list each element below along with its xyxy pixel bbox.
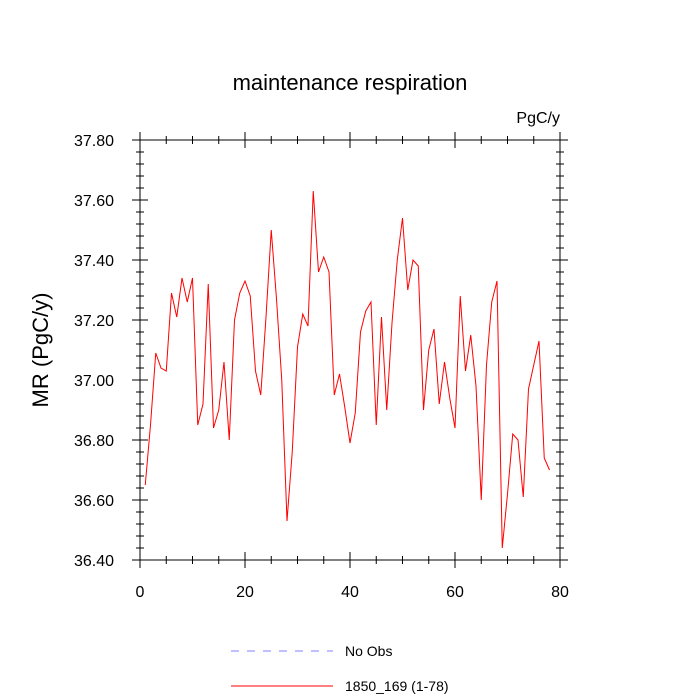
y-tick-label: 36.80 <box>74 433 114 450</box>
y-tick-label: 37.00 <box>74 373 114 390</box>
chart-title: maintenance respiration <box>233 70 468 95</box>
plot-frame <box>139 139 561 561</box>
x-tick-label: 40 <box>341 584 359 601</box>
y-tick-label: 37.20 <box>74 313 114 330</box>
y-tick-label: 36.60 <box>74 493 114 510</box>
y-tick-label: 37.40 <box>74 253 114 270</box>
axis-ticks <box>132 132 568 568</box>
y-tick-label: 36.40 <box>74 553 114 570</box>
units-label: PgC/y <box>516 110 560 127</box>
data-series <box>144 190 550 549</box>
y-tick-label: 37.80 <box>74 133 114 150</box>
tick-labels: 0 20 40 60 80 36.40 36.60 36.80 37.00 37.20 37.40 3… <box>74 133 569 601</box>
x-tick-label: 80 <box>551 584 569 601</box>
x-tick-label: 0 <box>136 584 145 601</box>
x-tick-label: 20 <box>236 584 254 601</box>
legend-label: No Obs <box>345 643 392 659</box>
legend-label: 1850_169 (1-78) <box>345 678 449 694</box>
legend: No Obs 1850_169 (1-78) <box>231 643 449 694</box>
series-line <box>144 190 550 549</box>
y-tick-label: 37.60 <box>74 193 114 210</box>
y-axis-label: MR (PgC/y) <box>28 293 53 408</box>
x-tick-label: 60 <box>446 584 464 601</box>
